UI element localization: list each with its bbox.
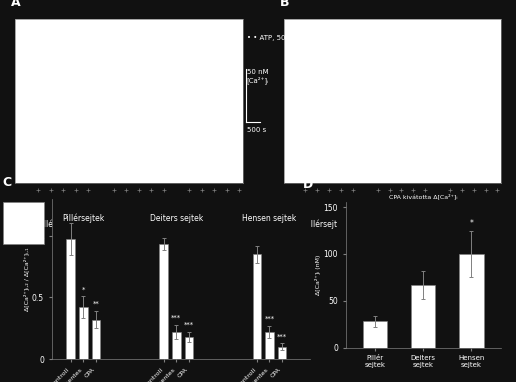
Text: 50 nM
[Ca²⁺]ᵢ: 50 nM [Ca²⁺]ᵢ <box>247 69 269 84</box>
Text: Deiters sejtek: Deiters sejtek <box>150 214 203 223</box>
Text: • • ATP, 50 µM: • • ATP, 50 µM <box>247 35 298 41</box>
Bar <box>3 202 44 244</box>
Text: Hensen sejt: Hensen sejt <box>442 220 488 228</box>
Text: Hensen sejt: Hensen sejt <box>183 220 228 228</box>
Y-axis label: Δ[Ca²⁺]ᵢ,₂ / Δ[Ca²⁺]ᵢ,₁: Δ[Ca²⁺]ᵢ,₂ / Δ[Ca²⁺]ᵢ,₁ <box>23 247 29 311</box>
Bar <box>172 332 181 359</box>
Text: ***: *** <box>171 315 182 321</box>
Text: Pillérsejt: Pillérsejt <box>304 220 337 229</box>
Text: ***: *** <box>264 316 275 322</box>
Title: CPA kivátotta Δ[Ca²⁺]ᵢ: CPA kivátotta Δ[Ca²⁺]ᵢ <box>389 194 457 199</box>
Bar <box>411 285 435 348</box>
Bar <box>265 332 273 359</box>
Text: C: C <box>3 176 12 189</box>
Text: B: B <box>280 0 289 9</box>
Text: ***: *** <box>184 322 194 328</box>
Bar <box>252 254 261 359</box>
Text: **: ** <box>93 301 100 307</box>
Text: ***: *** <box>277 333 287 339</box>
Bar <box>459 254 483 348</box>
Bar <box>159 244 168 359</box>
Text: Pillérsejtek: Pillérsejtek <box>62 214 104 223</box>
Bar <box>278 347 286 359</box>
Bar <box>185 337 194 359</box>
Text: Deiters sejt: Deiters sejt <box>371 220 415 228</box>
Text: *: * <box>82 286 85 293</box>
Y-axis label: Δ[Ca²⁺]ᵢ (nM): Δ[Ca²⁺]ᵢ (nM) <box>315 255 321 295</box>
Text: *: * <box>470 219 474 228</box>
Text: D: D <box>302 178 313 191</box>
Bar <box>363 321 387 348</box>
Bar <box>67 240 75 359</box>
Bar <box>79 307 88 359</box>
Text: A: A <box>11 0 21 9</box>
Text: Hensen sejtek: Hensen sejtek <box>243 214 297 223</box>
Bar <box>92 320 100 359</box>
Text: Pillérsejt: Pillérsejt <box>38 220 71 229</box>
Text: 500 s: 500 s <box>247 127 266 133</box>
Text: Deiters sejt: Deiters sejt <box>108 220 152 228</box>
